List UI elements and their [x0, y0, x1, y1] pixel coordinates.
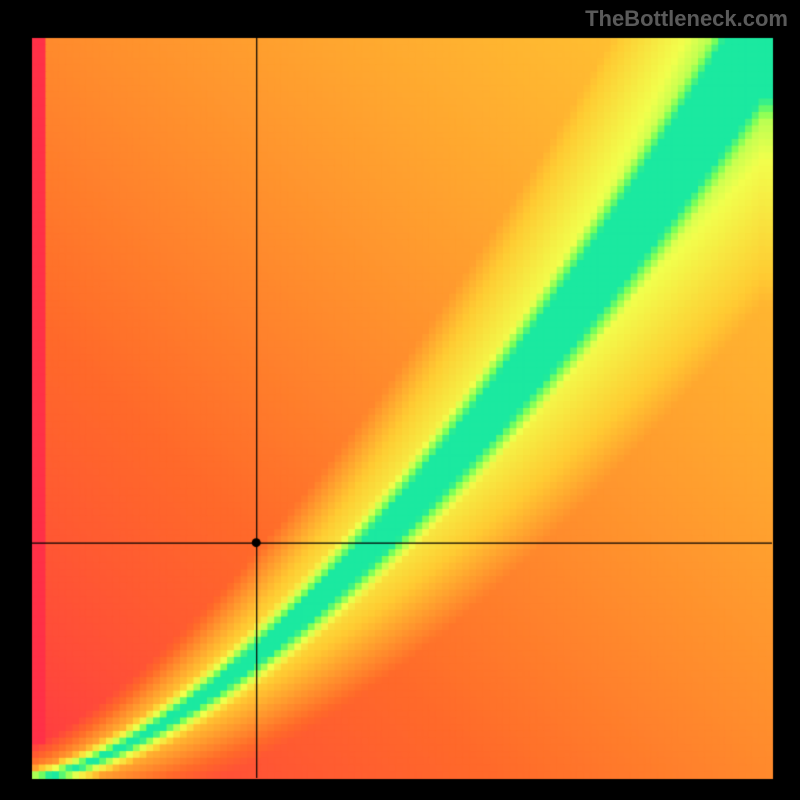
watermark-text: TheBottleneck.com [585, 6, 788, 32]
bottleneck-heatmap [0, 0, 800, 800]
